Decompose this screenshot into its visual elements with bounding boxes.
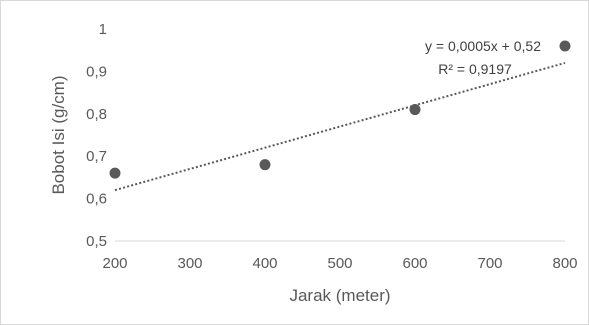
- data-point: [559, 40, 571, 52]
- trendline-r2: R² = 0,9197: [438, 61, 512, 77]
- data-point: [409, 104, 421, 116]
- x-tick-label: 800: [552, 255, 577, 272]
- y-tick-label: 1: [99, 21, 107, 38]
- data-point: [259, 159, 271, 171]
- x-tick-label: 700: [477, 255, 502, 272]
- x-axis-tick-labels: 200 300 400 500 600 700 800: [102, 255, 577, 272]
- y-tick-label: 0,6: [86, 191, 107, 208]
- x-axis-title: Jarak (meter): [289, 286, 390, 305]
- data-points: [109, 40, 571, 179]
- y-tick-label: 0,9: [86, 63, 107, 80]
- x-tick-label: 200: [102, 255, 127, 272]
- y-tick-label: 0,7: [86, 148, 107, 165]
- y-tick-label: 0,8: [86, 106, 107, 123]
- x-tick-label: 300: [177, 255, 202, 272]
- data-point: [109, 167, 121, 179]
- trendline: [114, 61, 566, 192]
- y-tick-label: 0,5: [86, 233, 107, 250]
- x-tick-label: 400: [252, 255, 277, 272]
- trendline-equation: y = 0,0005x + 0,52: [425, 38, 541, 54]
- y-axis-title: Bobot Isi (g/cm): [49, 75, 68, 194]
- x-tick-label: 500: [327, 255, 352, 272]
- x-tick-label: 600: [402, 255, 427, 272]
- trendline-group: [114, 61, 566, 192]
- y-axis-tick-labels: 0,5 0,6 0,7 0,8 0,9 1: [86, 21, 107, 250]
